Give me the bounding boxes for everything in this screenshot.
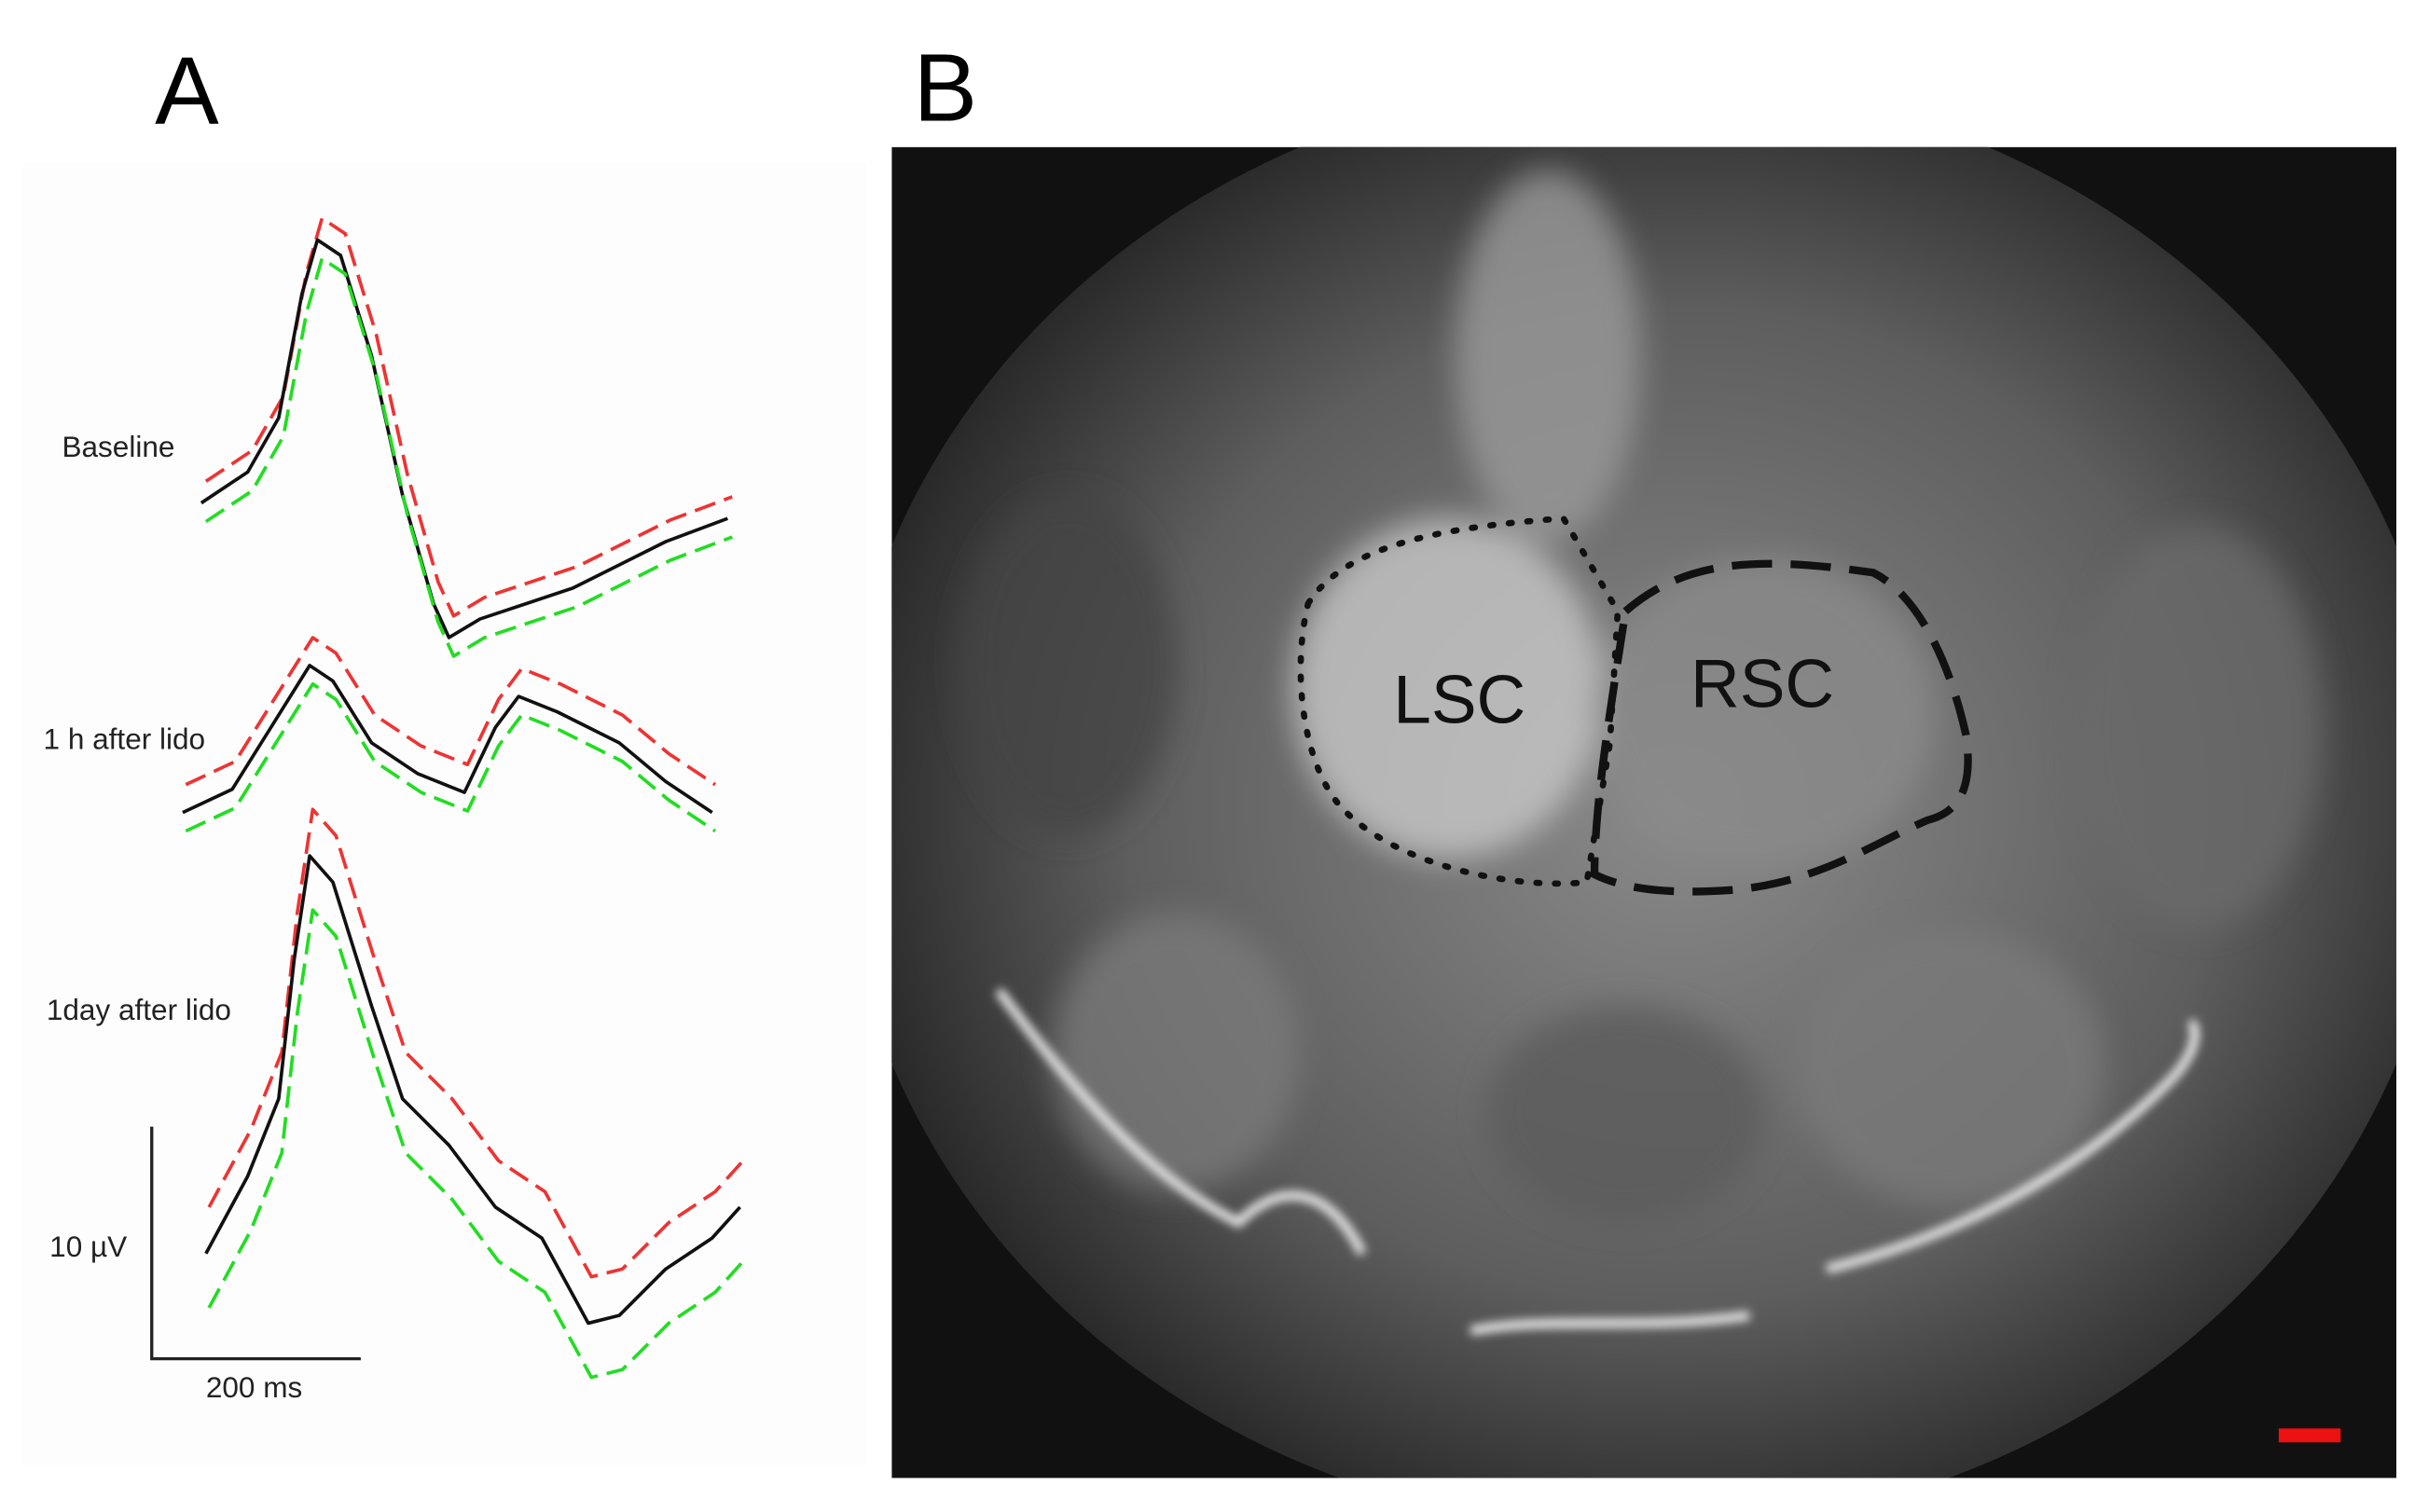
trace-black — [204, 854, 741, 1326]
trace-red — [204, 216, 733, 618]
trace-group — [204, 807, 745, 1380]
scale-bar — [2278, 1428, 2341, 1443]
panel-label: B — [914, 34, 978, 141]
brain-image — [891, 146, 2397, 1478]
panel-label: A — [155, 37, 219, 144]
scale-bar-label: 10 µV — [49, 1230, 127, 1263]
roi-label: RSC — [1690, 647, 1834, 722]
trace-green — [207, 908, 745, 1380]
roi-outline — [1590, 559, 1972, 896]
trace-group — [200, 216, 733, 658]
trace-black — [200, 238, 728, 639]
trace-red — [185, 636, 717, 787]
panel-a-background — [21, 162, 867, 1466]
scale-bar — [150, 1126, 361, 1361]
roi-label: LSC — [1393, 662, 1525, 737]
trace-label: 1day after lido — [47, 993, 231, 1026]
trace-black — [182, 664, 713, 815]
trace-red — [207, 807, 745, 1279]
scale-bar-label: 200 ms — [206, 1370, 302, 1404]
trace-label: Baseline — [62, 430, 174, 463]
trace-green — [185, 681, 717, 833]
trace-label: 1 h after lido — [44, 722, 206, 756]
trace-green — [204, 256, 733, 658]
trace-group — [182, 636, 717, 833]
